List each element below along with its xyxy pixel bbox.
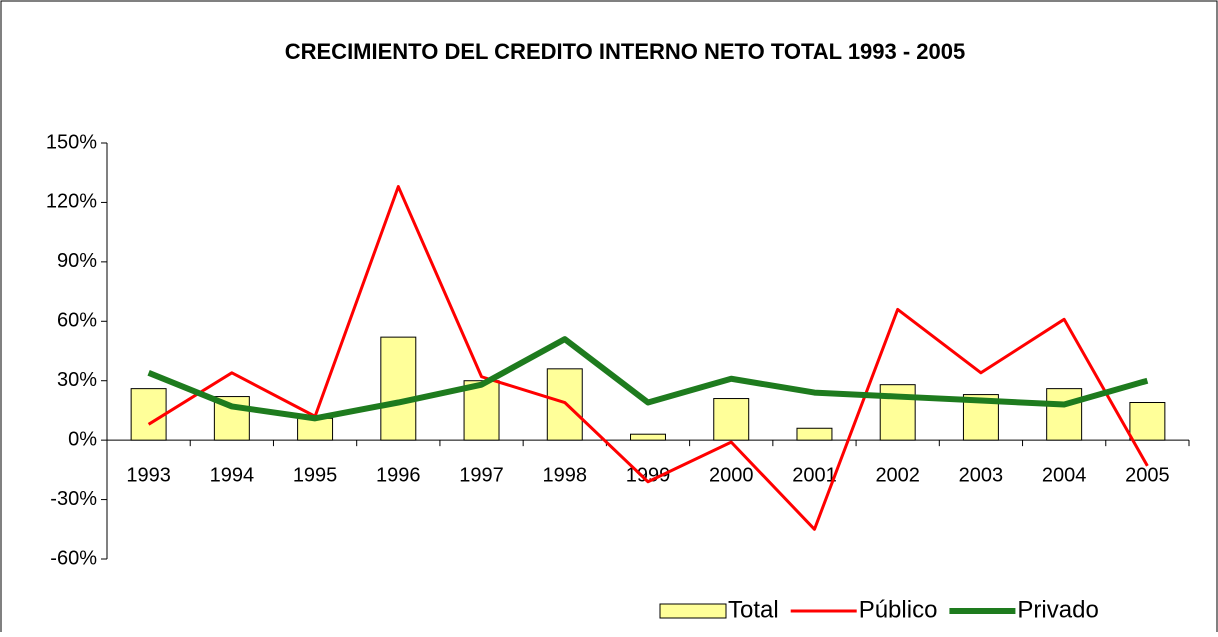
- y-tick-label: 90%: [57, 250, 97, 272]
- x-tick-label: 2003: [959, 464, 1004, 486]
- x-tick-label: 2005: [1125, 464, 1170, 486]
- chart-title: CRECIMIENTO DEL CREDITO INTERNO NETO TOT…: [285, 39, 966, 64]
- x-tick-label: 2001: [792, 464, 837, 486]
- y-tick-label: 150%: [46, 131, 97, 153]
- bar: [1046, 388, 1083, 441]
- bar: [463, 380, 500, 441]
- bar: [630, 433, 666, 441]
- x-tick-label: 1994: [210, 464, 255, 486]
- x-tick-label: 1993: [126, 464, 171, 486]
- x-tick-label: 2004: [1042, 464, 1087, 486]
- y-tick-label: 60%: [57, 310, 97, 332]
- legend-label: Total: [728, 596, 779, 623]
- line-series: [147, 336, 1149, 422]
- bar: [796, 427, 833, 441]
- legend-label: Público: [859, 596, 938, 623]
- y-tick-label: 0%: [68, 428, 97, 450]
- y-tick-label: 120%: [46, 191, 97, 213]
- bar: [546, 368, 583, 441]
- x-tick-label: 2002: [875, 464, 920, 486]
- x-tick-label: 1998: [543, 464, 588, 486]
- y-tick-label: -60%: [50, 547, 97, 569]
- legend-label: Privado: [1017, 596, 1098, 623]
- bar: [1129, 402, 1166, 441]
- y-tick-label: -30%: [50, 488, 97, 510]
- legend-swatch: [659, 603, 727, 619]
- x-tick-label: 2000: [709, 464, 754, 486]
- bar: [297, 417, 334, 441]
- x-tick-label: 1995: [293, 464, 338, 486]
- bar: [713, 398, 750, 441]
- bar: [380, 336, 417, 441]
- x-tick-label: 1996: [376, 464, 421, 486]
- y-tick-label: 30%: [57, 369, 97, 391]
- x-tick-label: 1997: [459, 464, 504, 486]
- bar: [130, 388, 167, 441]
